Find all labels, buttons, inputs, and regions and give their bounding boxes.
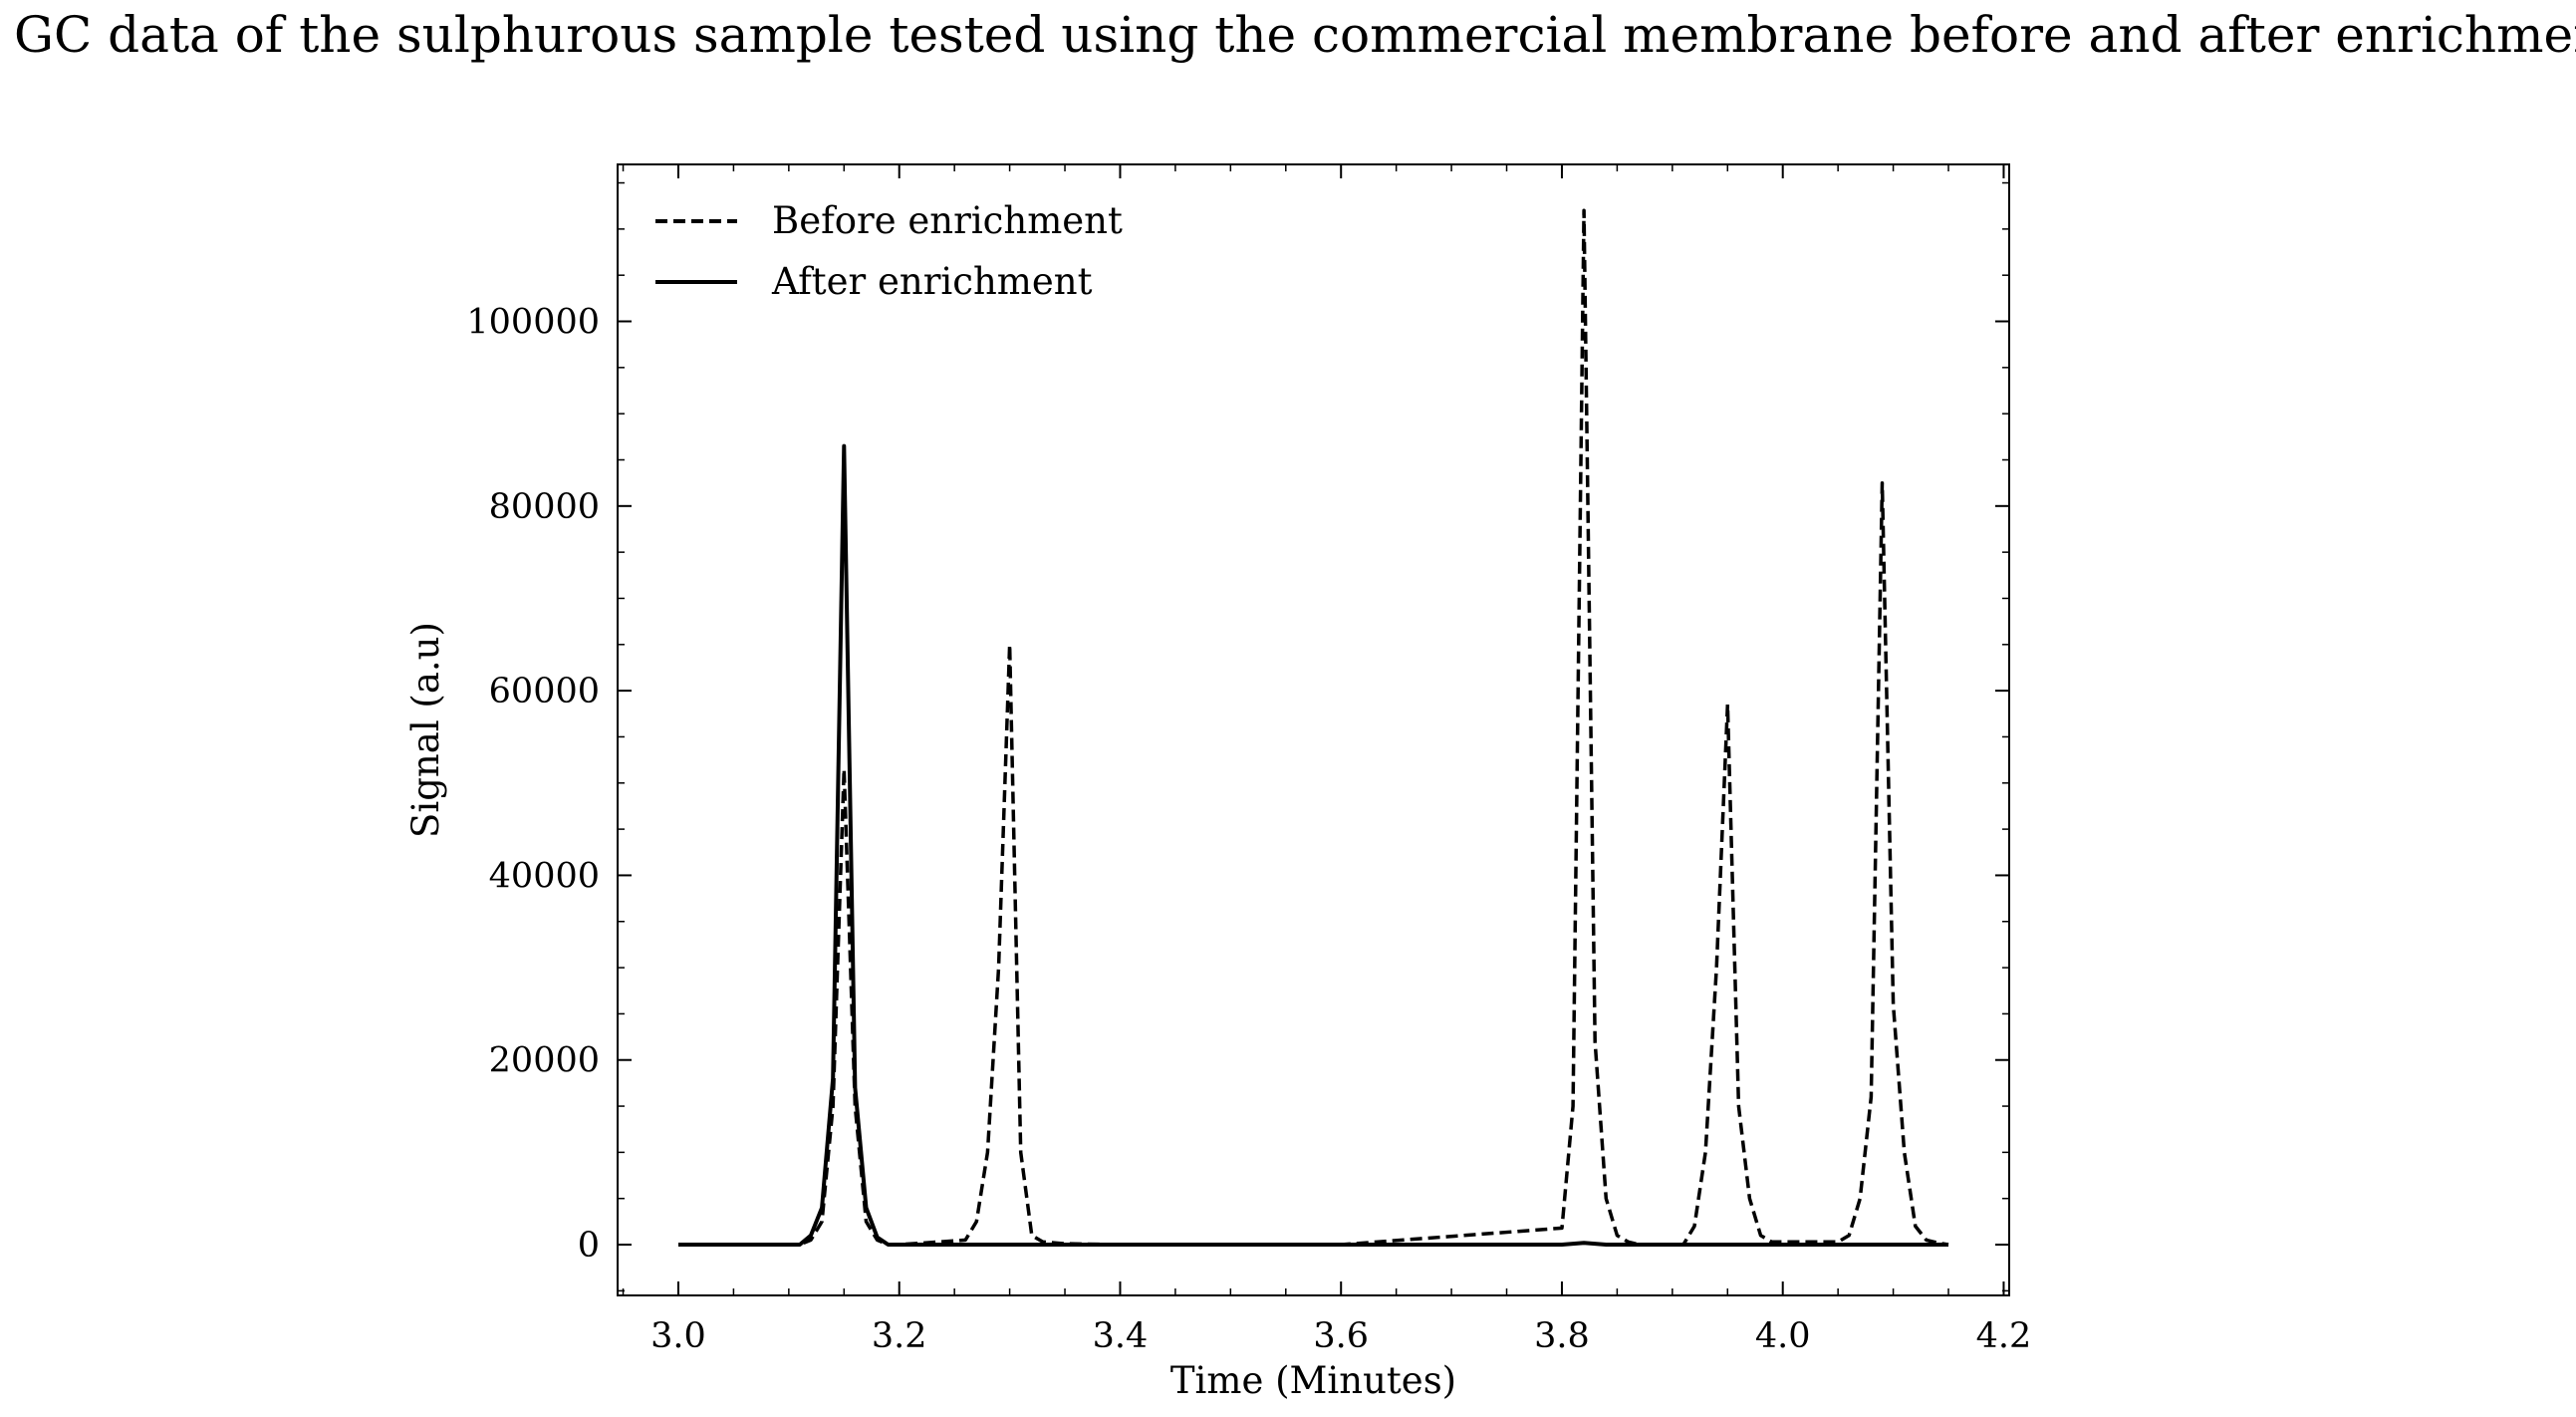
- y-tick-label: 20000: [489, 1041, 600, 1081]
- legend-label: After enrichment: [771, 260, 1093, 303]
- axis-ticks: 3.0 3.2 3.4 3.6 3.8 4.0 4.2 0 20000 40000 60000 800…: [466, 164, 2031, 1356]
- chart-title: GC data of the sulphurous sample tested …: [14, 6, 2576, 64]
- x-tick-label: 3.0: [650, 1316, 706, 1356]
- series-line-after-enrichment: [678, 443, 1948, 1247]
- y-tick-label: 100000: [466, 303, 600, 343]
- series-layer: [678, 208, 1949, 1247]
- legend: Before enrichment After enrichment: [655, 199, 1123, 303]
- x-tick-label: 3.6: [1313, 1316, 1369, 1356]
- x-axis-title: Time (Minutes): [1170, 1359, 1456, 1402]
- x-tick-label: 3.4: [1093, 1316, 1149, 1356]
- y-tick-label: 40000: [489, 856, 600, 896]
- y-axis-title: Signal (a.u): [404, 622, 447, 838]
- x-tick-label: 3.8: [1534, 1316, 1590, 1356]
- y-tick-label: 60000: [489, 672, 600, 711]
- x-tick-label: 4.0: [1755, 1316, 1811, 1356]
- legend-label: Before enrichment: [772, 199, 1123, 242]
- series-line-before-enrichment: [678, 208, 1949, 1247]
- plot-frame: [617, 163, 2010, 1296]
- y-tick-label: 80000: [489, 487, 600, 527]
- x-tick-label: 3.2: [872, 1316, 927, 1356]
- y-tick-label: 0: [578, 1226, 600, 1266]
- x-tick-label: 4.2: [1976, 1316, 2032, 1356]
